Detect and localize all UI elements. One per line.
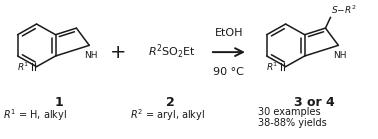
Text: 2: 2 — [166, 96, 174, 109]
Text: +: + — [110, 43, 127, 62]
Text: 1: 1 — [54, 96, 63, 109]
Text: NH: NH — [334, 51, 347, 60]
Text: NH: NH — [85, 51, 98, 60]
Text: 90 °C: 90 °C — [214, 67, 244, 77]
Text: $R^1$: $R^1$ — [17, 60, 29, 73]
Text: $S$−$R^2$: $S$−$R^2$ — [332, 3, 357, 16]
Text: 38-88% yields: 38-88% yields — [258, 118, 327, 128]
Text: EtOH: EtOH — [215, 28, 243, 38]
Text: $R^2$SO$_2$Et: $R^2$SO$_2$Et — [148, 43, 196, 61]
Text: 3 or 4: 3 or 4 — [294, 96, 335, 109]
Text: $R^1$: $R^1$ — [266, 60, 279, 73]
Text: 30 examples: 30 examples — [258, 107, 321, 117]
Text: $R^2$ = aryl, alkyl: $R^2$ = aryl, alkyl — [130, 107, 205, 123]
Text: $R^1$ = H, alkyl: $R^1$ = H, alkyl — [3, 107, 67, 123]
